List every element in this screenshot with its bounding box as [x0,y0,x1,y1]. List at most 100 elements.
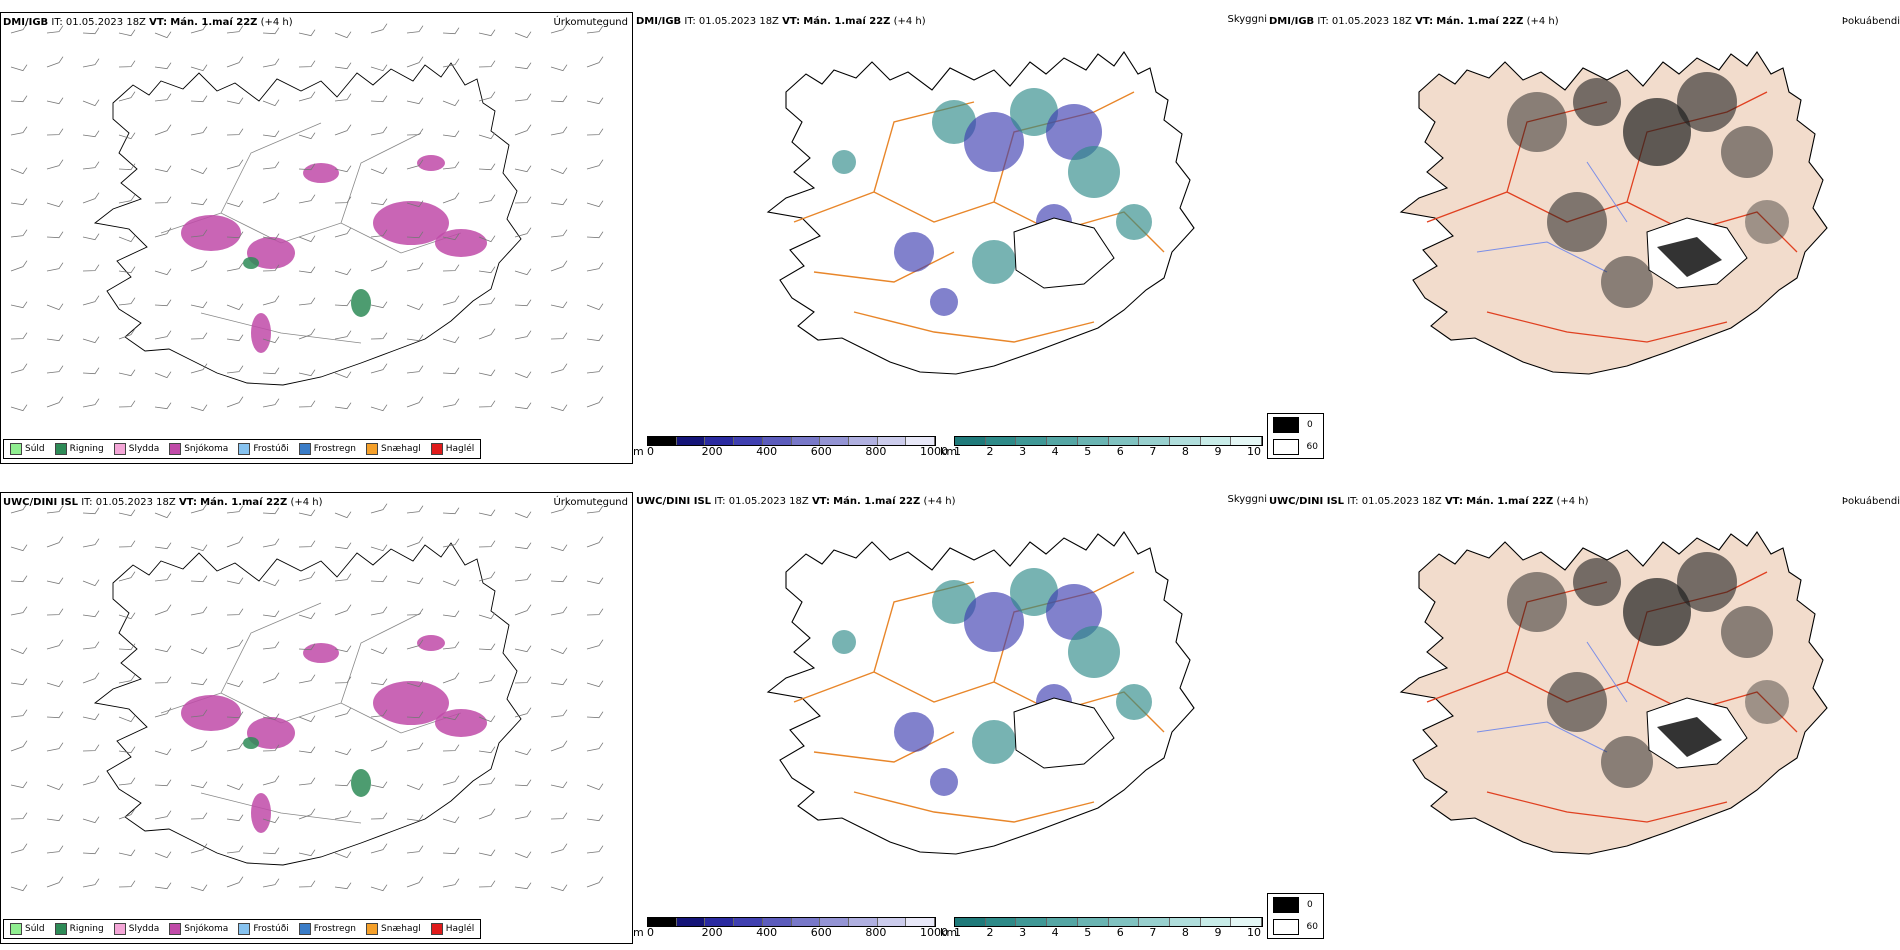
wind-barb [442,713,460,721]
wind-barb [586,783,604,791]
wind-barb [550,503,568,514]
wind-barb [118,132,136,140]
legend-item: Slydda [113,443,159,455]
wind-barb [298,235,316,243]
colorbar-tick-label: 600 [810,926,832,939]
wind-barb [82,641,100,650]
wind-barb [82,264,100,272]
wind-barb [586,56,604,68]
panel-title: Þokuábendi [1841,496,1900,507]
colorbar-segment [848,918,878,926]
iceland-outline [93,542,522,866]
wind-barb [262,161,280,170]
wind-barb [514,165,532,173]
wind-barb [262,295,280,306]
wind-barb [550,843,568,854]
wind-barb [442,27,460,35]
fog-map-bottom [1399,531,1828,855]
wind-barb [82,233,100,241]
fog-index-area [1547,672,1607,732]
visibility-map-bottom [766,531,1195,855]
cloud-cell [964,112,1024,172]
wind-barb [10,363,28,374]
wind-barb [82,538,100,548]
wind-barb [46,303,64,311]
wind-barb [118,746,136,754]
wind-barb [262,99,280,107]
fog-legend-row: 0 [1268,894,1323,916]
legend-label: Snjókoma [184,924,229,934]
wind-barb [442,336,460,344]
wind-barb [514,645,532,653]
wind-barb [334,93,352,102]
visibility-map-top [766,51,1195,375]
fog-legend-label: 60 [1306,922,1318,932]
wind-barb [190,884,208,892]
wind-barb [550,884,568,892]
panel-header: DMI/IGB IT: 01.05.2023 18Z VT: Mán. 1.ma… [1269,16,1559,27]
wind-barb [442,367,460,375]
colorbar-segment [648,918,677,926]
fog-map-top [1399,51,1828,375]
wind-barb [190,678,208,686]
legend-swatch [10,923,22,935]
wind-barb [550,332,568,340]
fog-index-area [1721,126,1773,178]
legend-label: Snæhagl [381,924,421,934]
panel-title: Skyggni [1227,494,1267,505]
legend-item: Súld [10,923,45,935]
wind-barb [514,371,532,379]
colorbar-tick-label: 9 [1214,926,1222,939]
wind-barb [370,647,388,655]
colorbar-tick-label: 6 [1116,445,1124,458]
wind-barb [118,540,136,548]
wind-barb [298,571,316,582]
wind-barb [190,198,208,206]
wind-barb [370,167,388,175]
wind-barb [334,31,352,39]
wind-barb [334,748,352,756]
fog-legend-row: 60 [1268,916,1323,938]
wind-barb [550,23,568,34]
colorbar-tick-label: 6 [1116,926,1124,939]
wind-barb [190,606,208,616]
wind-barb [82,713,100,721]
wind-barb [550,404,568,412]
wind-barb [46,25,64,34]
colorbar-segment [791,918,821,926]
fog-panel-top: DMI/IGB IT: 01.05.2023 18Z VT: Mán. 1.ma… [1267,12,1900,462]
wind-barb [298,880,316,888]
wind-barb [154,330,172,340]
precip-area [251,793,271,833]
colorbar-segment [762,437,792,445]
wind-barb [406,334,424,342]
wind-barb [370,884,388,892]
precip-area [251,313,271,353]
wind-barb [478,612,496,620]
precip-area [435,709,487,737]
wind-barb [46,231,64,239]
visibility-colorbar-bottom: km 1 2 3 4 5 6 7 8 9 10 [940,917,1265,939]
wind-barb [442,398,460,408]
colorbar-segment [762,918,792,926]
wind-barb [478,266,496,274]
wind-barb [550,64,568,72]
fog-legend-row: 60 [1268,436,1323,458]
wind-barb [478,163,496,171]
wind-barb [514,851,532,859]
legend-swatch [298,923,311,935]
wind-barb [514,299,532,307]
wind-barb [478,540,496,548]
wind-barb [406,608,424,616]
wind-barb [262,672,280,684]
wind-barb [118,400,136,408]
wind-barb [118,163,136,171]
colorbar-segment [1047,918,1078,926]
wind-barb [190,363,208,374]
wind-barb [118,297,136,306]
wind-barb [226,231,244,239]
fog-legend-row: 0 [1268,414,1323,436]
wind-barb [10,167,28,175]
legend-swatch [238,443,251,455]
cloud-cell [964,592,1024,652]
